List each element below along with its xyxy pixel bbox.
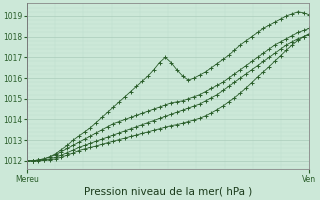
X-axis label: Pression niveau de la mer( hPa ): Pression niveau de la mer( hPa ) xyxy=(84,187,252,197)
